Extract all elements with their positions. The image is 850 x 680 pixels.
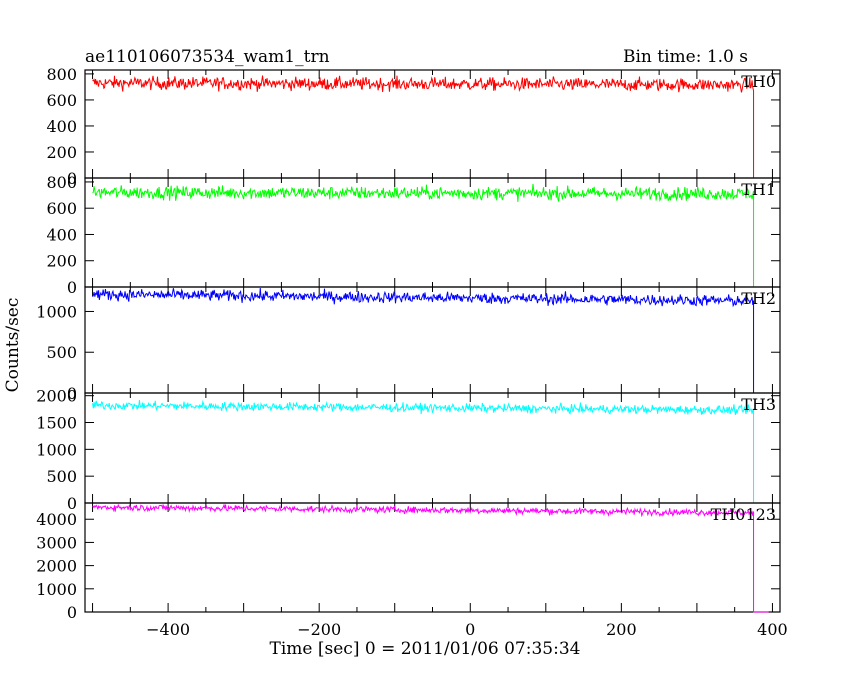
series-line-th3 [92,399,769,504]
panel-label: TH0 [741,72,776,91]
panel-label: TH2 [741,289,776,308]
y-tick-label: 600 [46,199,77,218]
y-tick-label: 0 [67,494,77,513]
panel-label: TH3 [741,395,776,414]
x-tick-label: −400 [146,620,190,639]
y-tick-label: 400 [46,117,77,136]
panel-frame [84,502,781,613]
panels: 0 200 400 600 800 TH0 0 200 400 600 800 TH1 0 500 1000… [36,65,787,639]
y-tick-label: 0 [67,278,77,297]
panel-th2: 0 500 1000 TH2 [36,286,781,403]
y-tick-label: 400 [46,225,77,244]
y-tick-label: 1500 [36,414,77,433]
y-tick-label: 200 [46,143,77,162]
x-tick-label: 200 [606,620,637,639]
y-tick-label: 500 [46,343,77,362]
y-tick-label: 200 [46,252,77,271]
series-line-th1 [92,183,769,288]
y-tick-label: 1000 [36,440,77,459]
y-tick-label: 3000 [36,533,77,552]
y-tick-label: 800 [46,173,77,192]
series-line-th2 [92,288,769,394]
plot-title: ae110106073534_wam1_trn [85,47,330,67]
panel-frame [84,392,781,504]
bin-time-label: Bin time: 1.0 s [623,47,748,67]
panel-label: TH1 [741,180,776,199]
y-tick-label: 4000 [36,510,77,529]
panel-frame [84,286,781,394]
panel-th0123: 0 1000 2000 3000 4000 TH0123 [36,502,781,622]
panel-th1: 0 200 400 600 800 TH1 [46,173,781,297]
y-tick-label: 2000 [36,387,77,406]
x-axis-label: Time [sec] 0 = 2011/01/06 07:35:34 [270,639,581,659]
series-line-th0123 [92,503,769,613]
y-tick-label: 1000 [36,302,77,321]
panel-label: TH0123 [711,505,776,524]
panel-th3: 0 500 1000 1500 2000 TH3 [36,387,781,513]
y-tick-label: 2000 [36,557,77,576]
y-axis-label: Counts/sec [3,298,23,393]
panel-th0: 0 200 400 600 800 TH0 [46,65,781,188]
y-tick-label: 800 [46,65,77,84]
series-line-th0 [92,75,769,179]
x-tick-label: −200 [297,620,341,639]
y-tick-label: 500 [46,467,77,486]
y-tick-label: 0 [67,384,77,403]
y-tick-label: 0 [67,169,77,188]
x-tick-label: 0 [465,620,475,639]
y-tick-label: 0 [67,603,77,622]
x-tick-label: 400 [757,620,788,639]
y-tick-label: 1000 [36,580,77,599]
y-tick-label: 600 [46,91,77,110]
